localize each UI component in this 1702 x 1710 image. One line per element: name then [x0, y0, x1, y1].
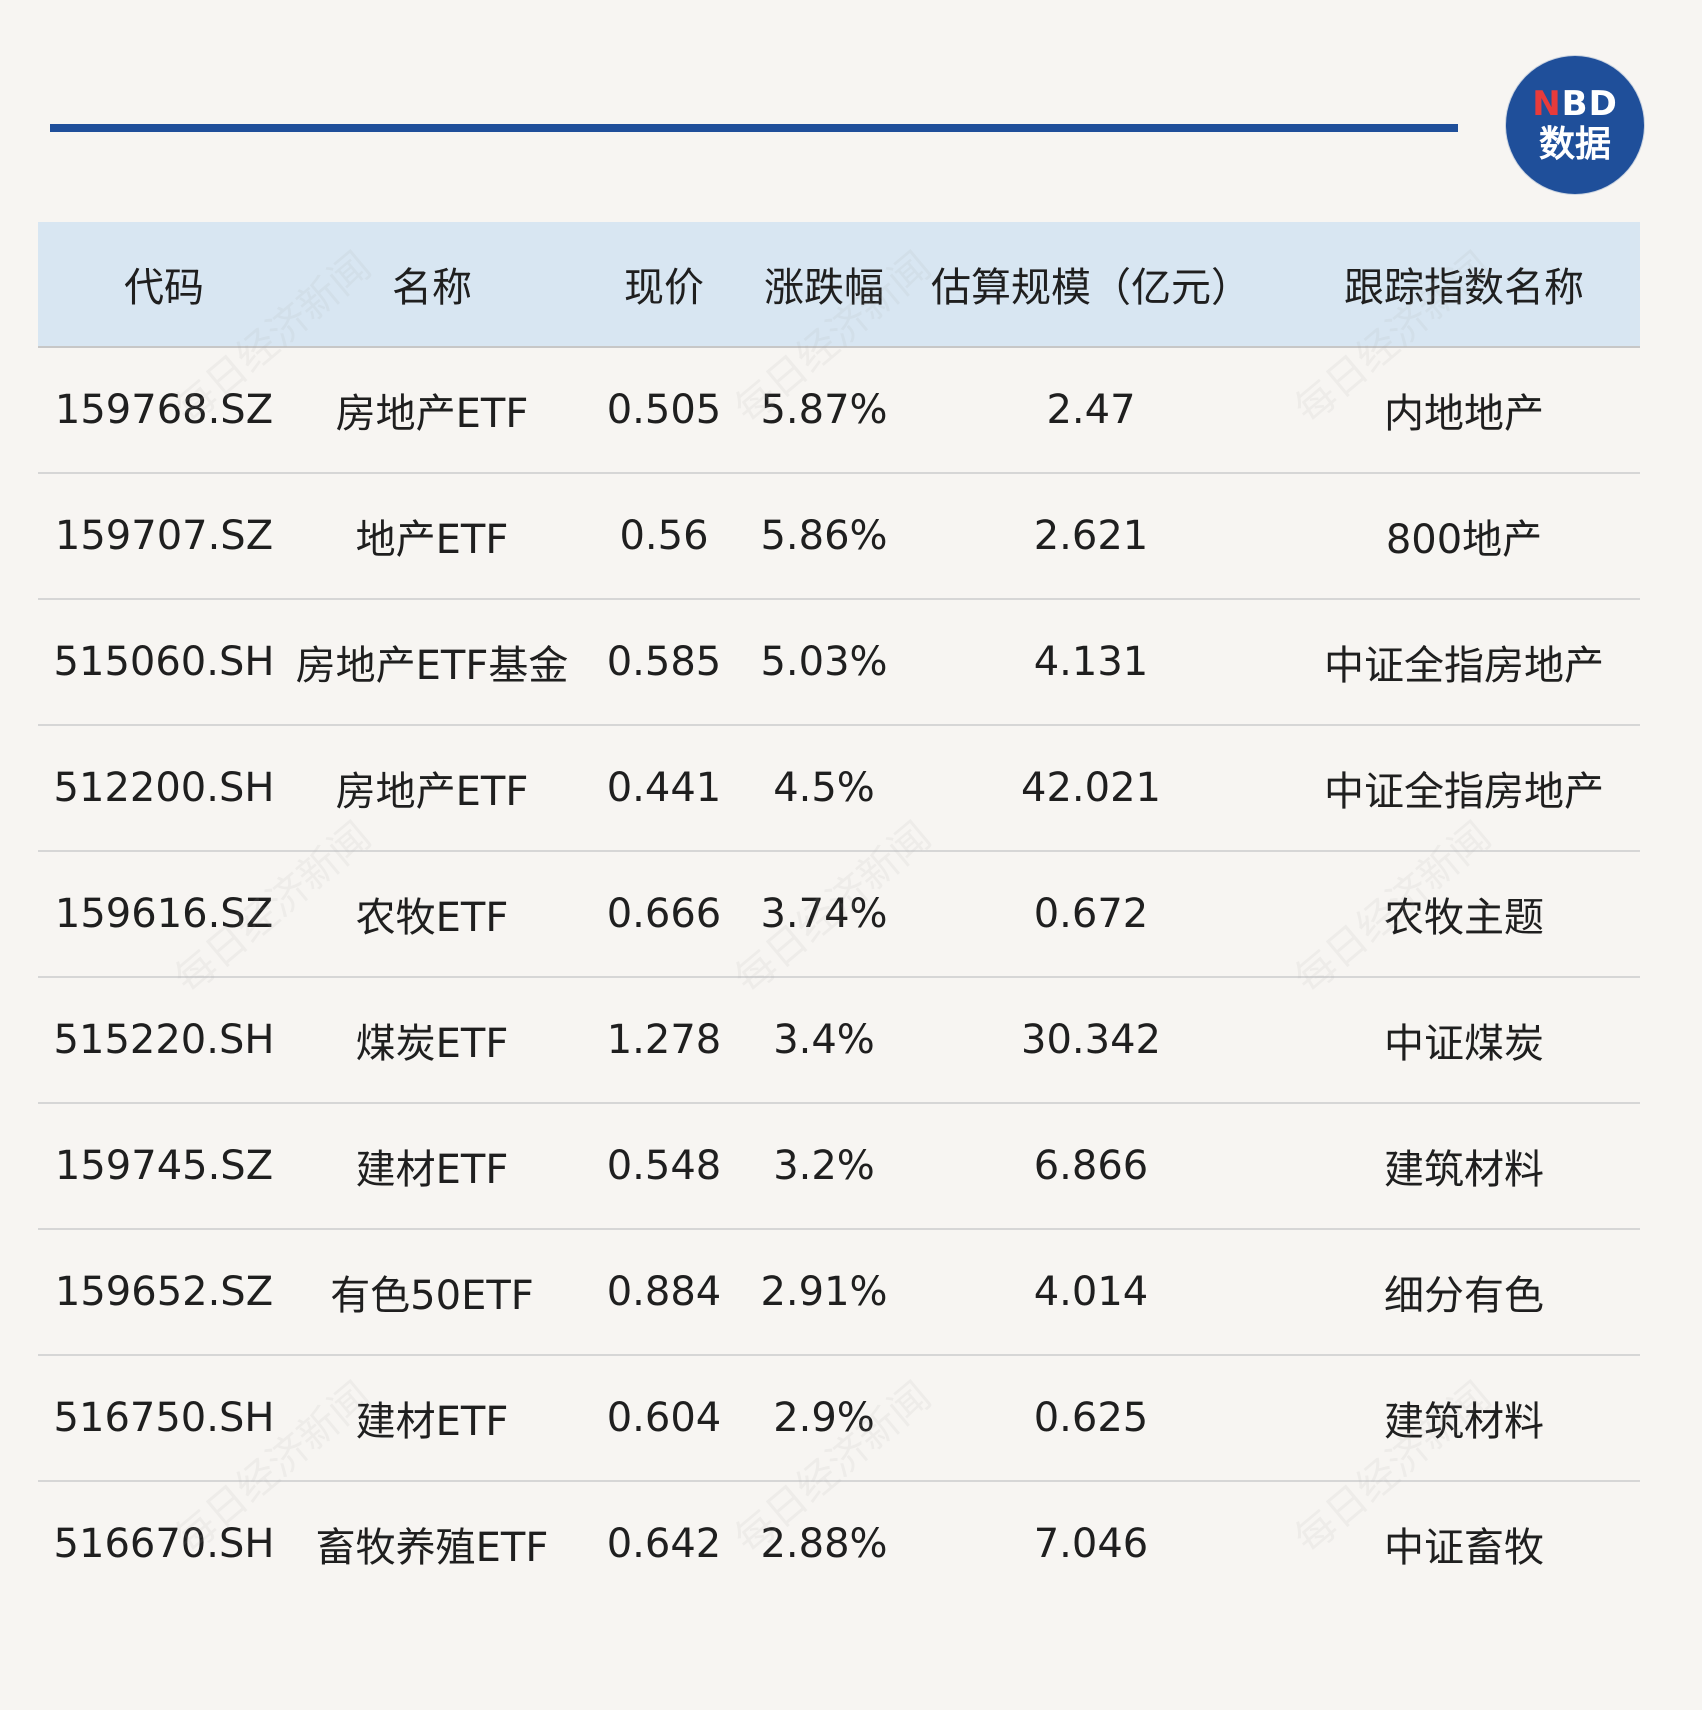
header-rule [50, 124, 1458, 132]
table-row: 512200.SH 房地产ETF 0.441 4.5% 42.021 中证全指房… [38, 726, 1640, 852]
logo-data-text: 数据 [1538, 124, 1611, 165]
cell-name: 房地产ETF [335, 391, 529, 437]
header-price: 现价 [624, 265, 704, 311]
cell-code: 516750.SH [53, 1395, 275, 1441]
cell-code: 159652.SZ [54, 1269, 274, 1315]
cell-price: 1.278 [606, 1017, 722, 1063]
cell-index: 建筑材料 [1384, 1399, 1544, 1445]
cell-scale: 4.014 [1033, 1269, 1149, 1315]
table-row: 159707.SZ 地产ETF 0.56 5.86% 2.621 800地产 [38, 474, 1640, 600]
cell-name: 建材ETF [355, 1399, 509, 1445]
cell-name: 畜牧养殖ETF [315, 1525, 549, 1571]
cell-price: 0.441 [606, 765, 722, 811]
cell-change: 3.4% [773, 1017, 875, 1063]
cell-index: 中证畜牧 [1384, 1525, 1544, 1571]
table-row: 159745.SZ 建材ETF 0.548 3.2% 6.866 建筑材料 [38, 1104, 1640, 1230]
cell-index: 细分有色 [1384, 1273, 1544, 1319]
header-change: 涨跌幅 [764, 265, 884, 311]
cell-name: 建材ETF [355, 1147, 509, 1193]
cell-index: 800地产 [1385, 517, 1543, 563]
etf-table: 代码 名称 现价 涨跌幅 估算规模（亿元） 跟踪指数名称 159768.SZ 房… [38, 222, 1640, 1606]
header-index: 跟踪指数名称 [1344, 265, 1584, 311]
cell-scale: 4.131 [1033, 639, 1149, 685]
cell-price: 0.604 [606, 1395, 722, 1441]
cell-name: 房地产ETF [335, 769, 529, 815]
cell-price: 0.585 [606, 639, 722, 685]
cell-code: 159768.SZ [54, 387, 274, 433]
cell-scale: 30.342 [1021, 1017, 1161, 1063]
header-scale: 估算规模（亿元） [931, 265, 1251, 311]
cell-index: 中证全指房地产 [1324, 643, 1604, 689]
cell-change: 5.86% [760, 513, 888, 559]
cell-scale: 2.47 [1046, 387, 1136, 433]
cell-price: 0.666 [606, 891, 722, 937]
cell-change: 3.74% [760, 891, 888, 937]
cell-change: 3.2% [773, 1143, 875, 1189]
cell-scale: 42.021 [1021, 765, 1161, 811]
cell-price: 0.505 [606, 387, 722, 433]
cell-code: 512200.SH [53, 765, 275, 811]
table-row: 515060.SH 房地产ETF基金 0.585 5.03% 4.131 中证全… [38, 600, 1640, 726]
cell-code: 159616.SZ [54, 891, 274, 937]
cell-code: 515060.SH [53, 639, 275, 685]
cell-name: 房地产ETF基金 [295, 643, 569, 689]
cell-scale: 0.625 [1033, 1395, 1149, 1441]
cell-price: 0.548 [606, 1143, 722, 1189]
cell-change: 2.9% [773, 1395, 875, 1441]
table-row: 516670.SH 畜牧养殖ETF 0.642 2.88% 7.046 中证畜牧 [38, 1482, 1640, 1606]
cell-code: 516670.SH [53, 1521, 275, 1567]
table-row: 159768.SZ 房地产ETF 0.505 5.87% 2.47 内地地产 [38, 348, 1640, 474]
cell-scale: 2.621 [1033, 513, 1149, 559]
cell-change: 2.91% [760, 1269, 888, 1315]
table-row: 516750.SH 建材ETF 0.604 2.9% 0.625 建筑材料 [38, 1356, 1640, 1482]
cell-scale: 7.046 [1033, 1521, 1149, 1567]
cell-change: 2.88% [760, 1521, 888, 1567]
table-row: 159652.SZ 有色50ETF 0.884 2.91% 4.014 细分有色 [38, 1230, 1640, 1356]
nbd-data-logo: NBD 数据 [1506, 56, 1644, 194]
cell-price: 0.56 [619, 513, 709, 559]
cell-index: 内地地产 [1384, 391, 1544, 437]
cell-scale: 0.672 [1033, 891, 1149, 937]
cell-code: 159745.SZ [54, 1143, 274, 1189]
header-name: 名称 [392, 265, 472, 311]
cell-name: 农牧ETF [355, 895, 509, 941]
cell-code: 159707.SZ [54, 513, 274, 559]
cell-index: 中证全指房地产 [1324, 769, 1604, 815]
table-row: 515220.SH 煤炭ETF 1.278 3.4% 30.342 中证煤炭 [38, 978, 1640, 1104]
cell-index: 建筑材料 [1384, 1147, 1544, 1193]
cell-change: 5.87% [760, 387, 888, 433]
cell-name: 地产ETF [355, 517, 509, 563]
cell-name: 煤炭ETF [355, 1021, 509, 1067]
header-code: 代码 [124, 265, 204, 311]
cell-scale: 6.866 [1033, 1143, 1149, 1189]
cell-index: 农牧主题 [1384, 895, 1544, 941]
cell-name: 有色50ETF [330, 1273, 534, 1319]
cell-price: 0.642 [606, 1521, 722, 1567]
table-header-row: 代码 名称 现价 涨跌幅 估算规模（亿元） 跟踪指数名称 [38, 222, 1640, 348]
table-body: 159768.SZ 房地产ETF 0.505 5.87% 2.47 内地地产 1… [38, 348, 1640, 1606]
cell-index: 中证煤炭 [1384, 1021, 1544, 1067]
cell-code: 515220.SH [53, 1017, 275, 1063]
cell-change: 5.03% [760, 639, 888, 685]
cell-price: 0.884 [606, 1269, 722, 1315]
table-row: 159616.SZ 农牧ETF 0.666 3.74% 0.672 农牧主题 [38, 852, 1640, 978]
logo-nbd-text: NBD [1532, 84, 1618, 124]
cell-change: 4.5% [773, 765, 875, 811]
